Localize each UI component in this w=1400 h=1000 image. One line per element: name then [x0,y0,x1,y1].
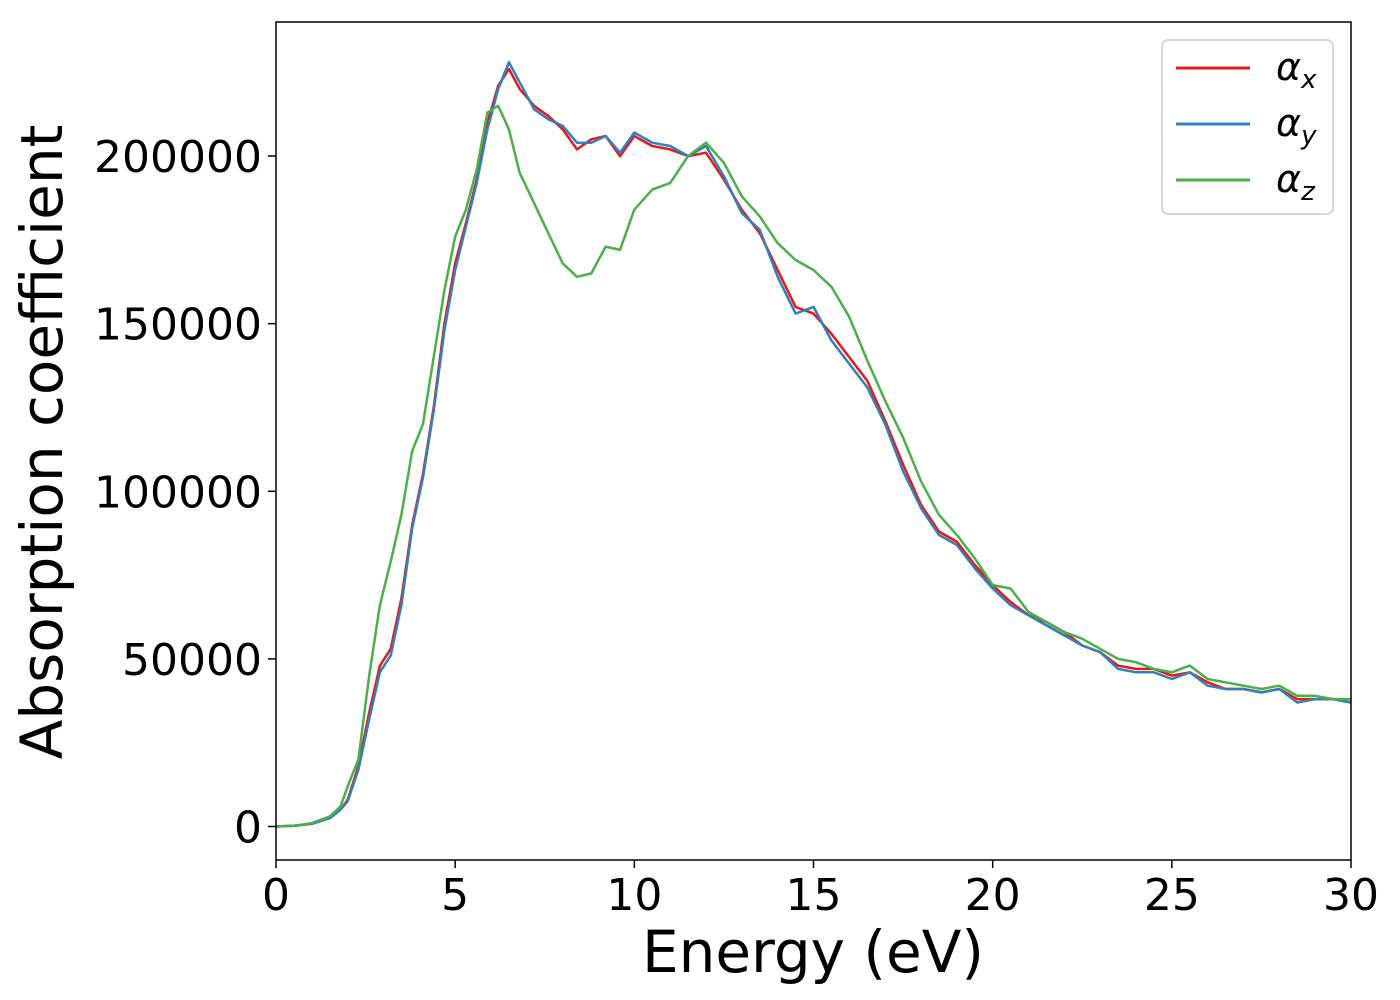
legend-box [1161,39,1334,215]
y-axis-title: Absorption coefficient [8,125,76,760]
legend-label-y: αy [1276,101,1317,151]
y-tick-label: 200000 [94,132,262,183]
series-layer [276,60,1351,828]
x-tick-label: 10 [606,870,662,921]
y-tick-label: 150000 [94,300,262,351]
y-axis: 0 50000 100000 150000 200000 [94,132,276,853]
x-tick-label: 20 [965,870,1021,921]
x-tick-label: 15 [786,870,842,921]
x-axis-title: Energy (eV) [642,918,984,986]
x-tick-label: 25 [1144,870,1200,921]
x-tick-label: 5 [441,870,469,921]
y-tick-label: 50000 [122,635,262,686]
x-tick-label: 0 [262,870,290,921]
series-line-z [276,104,1351,828]
y-tick-label: 0 [234,802,262,853]
legend-label-x: αx [1276,45,1317,95]
x-tick-label: 30 [1323,870,1379,921]
series-line-y [276,60,1351,828]
y-tick-label: 100000 [94,467,262,518]
x-axis: 0 5 10 15 20 25 30 [262,860,1379,921]
